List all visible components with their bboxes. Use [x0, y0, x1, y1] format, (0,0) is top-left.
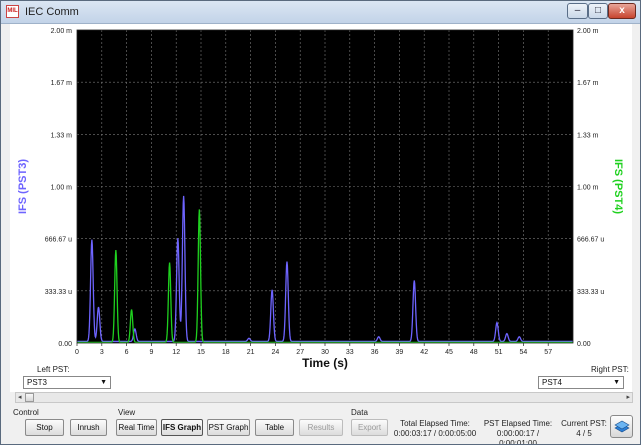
layers-icon — [614, 420, 630, 433]
y-tick-left: 333.33 u — [45, 289, 72, 296]
x-tick-label: 48 — [470, 349, 478, 356]
total-elapsed-label: Total Elapsed Time: — [400, 419, 470, 428]
y-tick-left: 2.00 m — [51, 28, 73, 35]
left-pst-select[interactable]: PST3 ▼ — [23, 376, 111, 389]
x-tick-label: 21 — [247, 349, 255, 356]
chevron-down-icon: ▼ — [613, 379, 620, 386]
maximize-button[interactable]: □ — [588, 3, 608, 19]
total-elapsed-value: 0:00:03:17 / 0:00:05:00 — [393, 429, 477, 438]
results-button[interactable]: Results — [299, 419, 343, 436]
x-tick-label: 30 — [321, 349, 329, 356]
horizontal-scrollbar[interactable]: ◂ ▸ — [15, 392, 633, 403]
inrush-button[interactable]: Inrush — [70, 419, 107, 436]
control-group-label: Control — [13, 408, 39, 417]
settings-button[interactable] — [610, 415, 633, 438]
x-tick-label: 42 — [420, 349, 428, 356]
x-tick-label: 3 — [100, 349, 104, 356]
x-tick-label: 27 — [296, 349, 304, 356]
y-tick-right: 1.33 m — [577, 132, 599, 139]
series-line-1 — [77, 195, 573, 343]
y-tick-right: 1.67 m — [577, 80, 599, 87]
pst-elapsed-label: PST Elapsed Time: — [483, 419, 553, 428]
graph-panel: 0.00 0.00 333.33 u 333.33 u 666.67 u 666.67 u… — [10, 24, 632, 392]
minimize-button[interactable]: – — [567, 3, 588, 19]
x-tick-label: 54 — [520, 349, 528, 356]
ifs-graph-button[interactable]: IFS Graph — [161, 419, 203, 436]
app-logo-icon: MIL — [6, 5, 19, 18]
plot-frame — [76, 29, 574, 344]
scroll-right-icon[interactable]: ▸ — [626, 394, 630, 401]
y-tick-left: 1.67 m — [51, 80, 73, 87]
x-tick-label: 51 — [495, 349, 503, 356]
y-tick-left: 0.00 — [58, 341, 72, 348]
x-tick-label: 36 — [371, 349, 379, 356]
y-tick-right: 666.67 u — [577, 237, 604, 244]
x-tick-label: 18 — [222, 349, 230, 356]
client-area: 0.00 0.00 333.33 u 333.33 u 666.67 u 666.67 u… — [10, 24, 632, 438]
left-pst-value: PST3 — [27, 378, 48, 387]
y-axis-title-right: IFS (PST4) — [612, 159, 624, 214]
right-pst-value: PST4 — [542, 378, 563, 387]
x-tick-label: 33 — [346, 349, 354, 356]
y-tick-right: 2.00 m — [577, 28, 599, 35]
right-pst-select[interactable]: PST4 ▼ — [538, 376, 624, 389]
window-title: IEC Comm — [25, 6, 79, 18]
right-pst-label: Right PST: — [591, 365, 629, 374]
scroll-thumb[interactable] — [25, 393, 34, 402]
left-pst-label: Left PST: — [37, 365, 70, 374]
y-tick-right: 333.33 u — [577, 289, 604, 296]
data-group-label: Data — [351, 408, 368, 417]
x-axis-title: Time (s) — [302, 356, 348, 370]
view-group-label: View — [118, 408, 136, 417]
pst-elapsed-value: 0:00:00:17 / 0:00:01:00 — [496, 429, 540, 445]
y-axis-title-left: IFS (PST3) — [17, 159, 29, 214]
total-elapsed: Total Elapsed Time: 0:00:03:17 / 0:00:05… — [393, 419, 477, 439]
y-tick-right: 1.00 m — [577, 185, 599, 192]
x-tick-label: 0 — [75, 349, 79, 356]
pst-elapsed: PST Elapsed Time: 0:00:00:17 / 0:00:01:0… — [477, 419, 559, 445]
current-pst-label: Current PST: — [561, 419, 607, 428]
y-tick-right: 0.00 — [577, 341, 591, 348]
x-tick-label: 39 — [396, 349, 404, 356]
series-line-2 — [77, 209, 573, 344]
x-tick-label: 9 — [149, 349, 153, 356]
ifs-chart: 0.00 0.00 333.33 u 333.33 u 666.67 u 666.67 u… — [17, 28, 624, 370]
scroll-left-icon[interactable]: ◂ — [18, 394, 22, 401]
table-button[interactable]: Table — [255, 419, 294, 436]
x-tick-label: 24 — [272, 349, 280, 356]
y-tick-left: 1.33 m — [51, 132, 73, 139]
current-pst: Current PST: 4 / 5 — [561, 419, 607, 439]
x-tick-label: 57 — [544, 349, 552, 356]
x-tick-label: 45 — [445, 349, 453, 356]
stop-button[interactable]: Stop — [25, 419, 64, 436]
x-tick-label: 6 — [125, 349, 129, 356]
pst-graph-button[interactable]: PST Graph — [207, 419, 250, 436]
y-tick-left: 1.00 m — [51, 185, 73, 192]
title-bar[interactable]: MIL IEC Comm – □ x — [1, 1, 640, 24]
x-tick-label: 12 — [172, 349, 180, 356]
real-time-button[interactable]: Real Time — [116, 419, 157, 436]
close-button[interactable]: x — [608, 3, 636, 19]
y-tick-left: 666.67 u — [45, 237, 72, 244]
chevron-down-icon: ▼ — [100, 379, 107, 386]
current-pst-value: 4 / 5 — [576, 429, 592, 438]
export-button[interactable]: Export — [351, 419, 388, 436]
x-tick-label: 15 — [197, 349, 205, 356]
